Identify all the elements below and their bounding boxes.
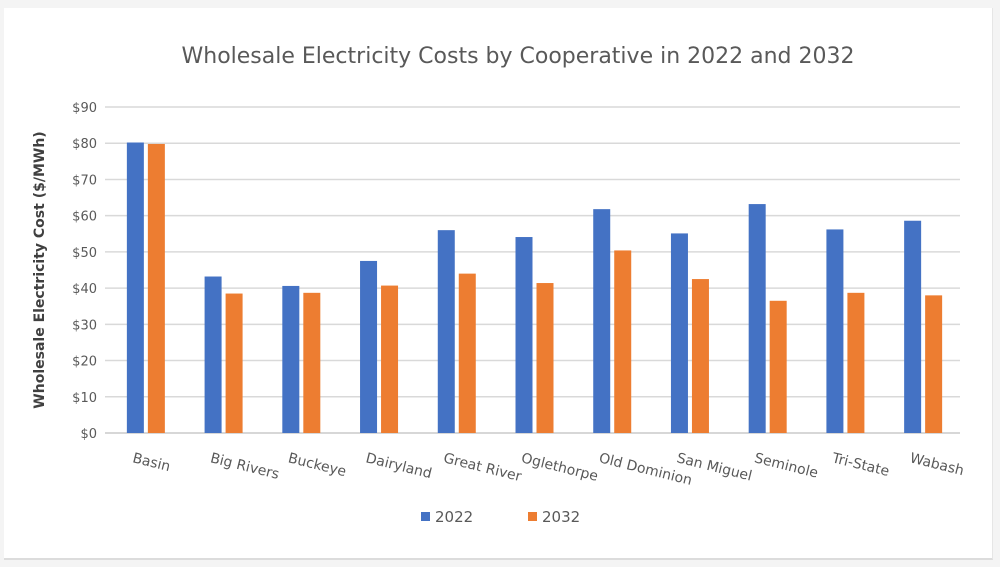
y-tick-label: $30	[72, 318, 97, 333]
bar-2022	[204, 276, 222, 433]
legend-swatch	[421, 512, 430, 521]
bar-group	[282, 285, 321, 433]
x-tick-label: Buckeye	[286, 450, 347, 480]
bar-group	[904, 220, 943, 433]
bar-2032	[614, 250, 632, 433]
legend-item: 2022	[421, 508, 473, 526]
bar-2022	[748, 204, 766, 433]
y-tick-label: $40	[72, 282, 97, 297]
bar-2032	[303, 292, 321, 433]
bar-group	[204, 276, 243, 433]
bar-2032	[925, 295, 943, 433]
bar-2022	[904, 220, 922, 433]
legend-item: 2032	[528, 508, 580, 526]
bar-2022	[126, 142, 144, 433]
bar-2032	[847, 292, 865, 433]
y-tick-label: $50	[72, 246, 97, 261]
bar-group	[593, 209, 632, 433]
bar-group	[515, 237, 554, 433]
bar-2032	[691, 279, 709, 433]
bar-group	[826, 229, 865, 433]
y-tick-label: $80	[72, 137, 97, 152]
y-tick-label: $60	[72, 210, 97, 225]
legend-label: 2032	[542, 508, 580, 526]
x-tick-label: Tri-State	[829, 450, 890, 480]
bar-2022	[282, 285, 300, 433]
x-axis-ticks: Basin Big Rivers Buckeye Dairyland Great Riv…	[131, 450, 966, 489]
chart-title: Wholesale Electricity Costs by Cooperati…	[182, 44, 855, 69]
y-tick-label: $0	[80, 427, 97, 442]
bar-2032	[225, 293, 243, 433]
y-tick-label: $70	[72, 173, 97, 188]
y-tick-label: $20	[72, 355, 97, 370]
bar-2022	[437, 230, 455, 433]
x-tick-label: Seminole	[753, 450, 820, 481]
legend-label: 2022	[435, 508, 473, 526]
bar-group	[670, 233, 709, 433]
x-tick-label: Wabash	[908, 450, 965, 479]
bar-2032	[536, 283, 554, 433]
bar-2022	[593, 209, 611, 433]
y-axis-label: Wholesale Electricity Cost ($/MWh)	[32, 131, 48, 408]
x-tick-label: Oglethorpe	[520, 450, 600, 485]
bar-2032	[381, 285, 399, 433]
bar-group	[437, 230, 476, 433]
legend-swatch	[528, 512, 537, 521]
bar-2032	[147, 143, 165, 434]
bar-group	[360, 260, 399, 433]
y-axis-ticks: $0 $10 $20 $30 $40 $50 $60 $70 $80 $90	[72, 101, 97, 442]
y-tick-label: $90	[72, 101, 97, 116]
bar-2032	[769, 300, 787, 433]
bar-group	[748, 204, 787, 433]
x-tick-label: Basin	[131, 450, 172, 475]
x-tick-label: Great River	[442, 450, 523, 485]
bars	[126, 142, 943, 434]
bar-2032	[458, 273, 476, 433]
bar-2022	[515, 237, 533, 433]
x-tick-label: Big Rivers	[209, 450, 281, 483]
bar-group	[126, 142, 165, 434]
x-tick-label: Dairyland	[364, 450, 433, 482]
legend: 2022 2032	[421, 508, 580, 526]
y-tick-label: $10	[72, 391, 97, 406]
bar-2022	[826, 229, 844, 433]
bar-2022	[360, 260, 378, 433]
bar-2022	[670, 233, 688, 433]
